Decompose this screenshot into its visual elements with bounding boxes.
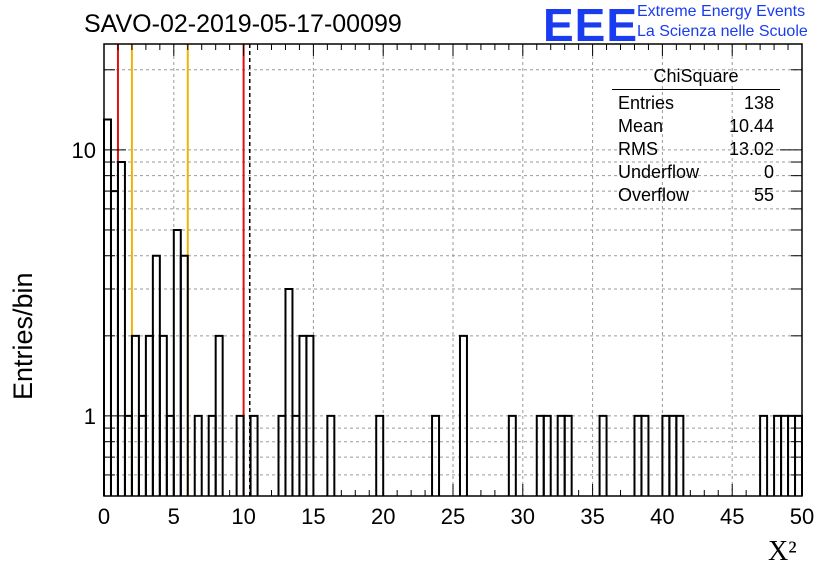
histogram-bin (109, 190, 119, 496)
x-tick-label: 5 (168, 504, 180, 529)
histogram-bin (116, 161, 126, 496)
x-axis-label: X² (768, 536, 797, 567)
x-tick-label: 20 (371, 504, 395, 529)
histogram-bin (235, 414, 245, 496)
y-tick-label: 10 (72, 138, 96, 163)
y-tick-label: 1 (84, 404, 96, 429)
histogram-bin (249, 414, 259, 496)
stats-label: Mean (618, 116, 664, 136)
chart-title: SAVO-02-2019-05-17-00099 (84, 10, 402, 38)
x-tick-label: 40 (650, 504, 674, 529)
stats-label: RMS (618, 139, 658, 159)
histogram-bin (375, 414, 385, 496)
stats-value: 55 (753, 185, 774, 205)
stats-value: 0 (763, 162, 774, 182)
stats-value: 10.44 (728, 116, 774, 136)
x-tick-label: 0 (98, 504, 110, 529)
x-tick-label: 15 (301, 504, 325, 529)
x-tick-label: 35 (580, 504, 604, 529)
axis-tick-labels: 0 5 10 15 20 25 30 35 40 45 50 1 10 (72, 138, 815, 529)
histogram-bin (458, 334, 468, 496)
histogram-bin (172, 228, 182, 496)
axis-ticks (103, 44, 803, 497)
stats-label: Underflow (618, 162, 700, 182)
histogram-bin (431, 414, 441, 496)
histogram-bin (759, 414, 769, 496)
stats-row-overflow: Overflow 55 (612, 184, 780, 207)
stats-label: Overflow (618, 185, 690, 205)
histogram-bin (284, 287, 294, 496)
x-tick-label: 25 (441, 504, 465, 529)
y-axis-label: Entries/bin (8, 272, 38, 400)
histogram-bin (640, 414, 650, 496)
histogram-bin (179, 254, 189, 496)
histogram-bin (214, 334, 224, 496)
grid-lines (104, 44, 802, 496)
stats-label: Entries (618, 93, 675, 113)
x-tick-label: 45 (720, 504, 744, 529)
eee-logo: EEE (543, 0, 639, 51)
stats-row-mean: Mean 10.44 (612, 115, 780, 138)
histogram-bin (193, 414, 203, 496)
stats-row-entries: Entries 138 (612, 92, 780, 115)
histogram-bin (507, 414, 517, 496)
x-tick-label: 50 (790, 504, 814, 529)
histogram-bin (563, 414, 573, 496)
stats-box-title: ChiSquare (612, 66, 780, 90)
histogram-bin (598, 414, 608, 496)
histogram-bin (542, 414, 552, 496)
x-tick-label: 10 (231, 504, 255, 529)
histogram-bin (305, 334, 315, 496)
histogram-bin (326, 414, 336, 496)
logo-subtitle-line-1: Extreme Energy Events (637, 3, 806, 20)
histogram-bin (675, 414, 685, 496)
stats-row-rms: RMS 13.02 (612, 138, 780, 161)
x-tick-label: 30 (511, 504, 535, 529)
stats-value: 138 (743, 93, 774, 113)
histogram-bins (103, 118, 803, 496)
histogram-bin (151, 254, 161, 496)
stats-row-underflow: Underflow 0 (612, 161, 780, 184)
stats-value: 13.02 (728, 139, 774, 159)
stats-box: ChiSquare Entries 138 Mean 10.44 RMS 13.… (612, 66, 780, 207)
logo-subtitle-line-2: La Scienza nelle Scuole (637, 23, 808, 40)
